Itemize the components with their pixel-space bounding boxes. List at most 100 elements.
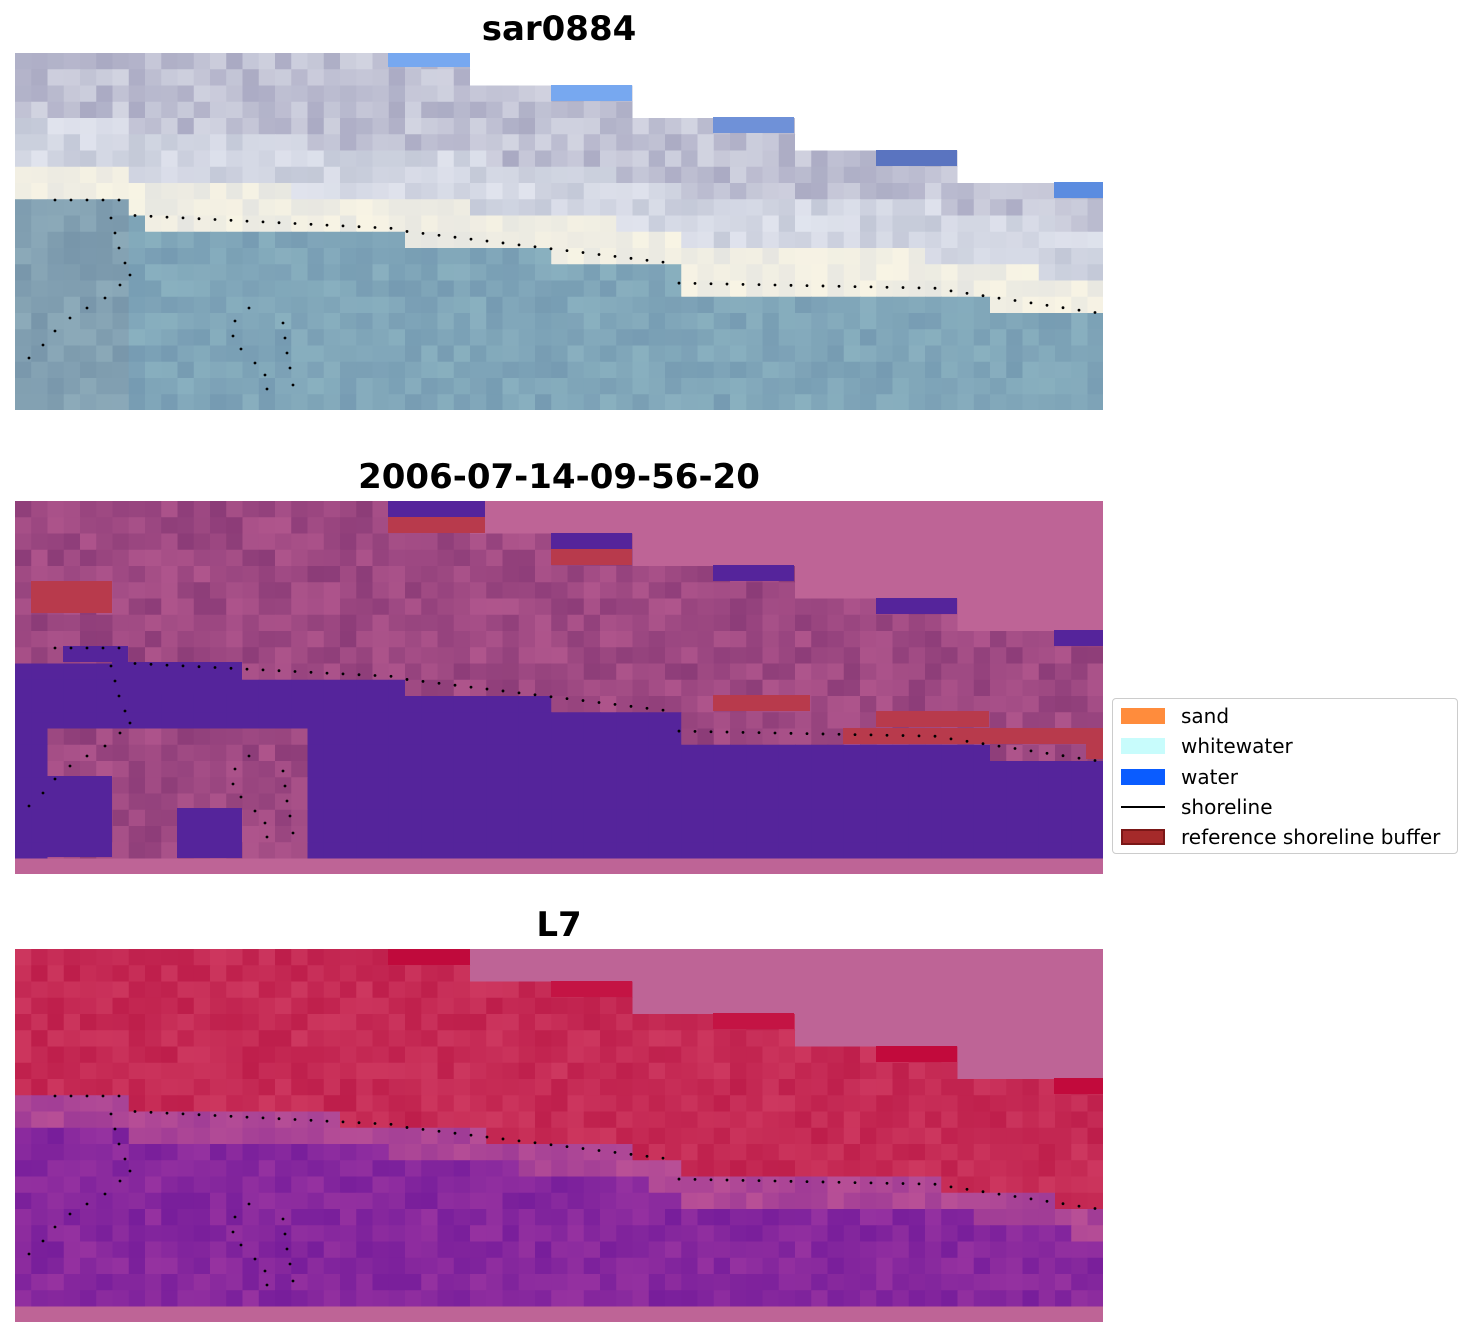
shoreline-dot — [373, 226, 377, 229]
shoreline-dot — [421, 1127, 425, 1131]
shoreline-dot — [133, 214, 137, 217]
shoreline-dot — [869, 285, 873, 289]
shoreline-dot — [885, 1181, 889, 1185]
shoreline-dot — [325, 671, 329, 675]
shoreline-dot — [933, 734, 937, 738]
shoreline-dot — [917, 734, 921, 738]
shoreline-dot — [917, 1182, 921, 1186]
index-patch — [713, 1013, 794, 1029]
shoreline-dot — [291, 1279, 295, 1283]
shoreline-dot — [68, 1212, 72, 1216]
shoreline-dot — [581, 251, 585, 254]
shoreline-dot — [283, 1232, 287, 1236]
raster-cells — [15, 53, 1103, 410]
shoreline-dot — [53, 1225, 57, 1229]
shoreline-dot — [1029, 301, 1033, 305]
shoreline-dot — [149, 1110, 153, 1114]
shoreline-dot — [517, 1139, 521, 1143]
shoreline-dot — [805, 284, 809, 288]
shoreline-dot — [901, 1182, 905, 1185]
legend-item-sand: sand — [1121, 704, 1229, 728]
panel-title: sar0884 — [481, 9, 637, 49]
shoreline-dot — [517, 691, 521, 695]
shoreline-dot — [613, 1151, 617, 1154]
shoreline-dot — [123, 1157, 127, 1161]
shoreline-dot — [293, 1118, 297, 1121]
shoreline-dot — [265, 387, 269, 391]
shoreline-dot — [291, 383, 295, 387]
shoreline-dot — [113, 1127, 117, 1131]
shoreline-dot — [283, 784, 287, 788]
shoreline-dot — [677, 1177, 681, 1181]
shoreline-dot — [981, 1190, 985, 1194]
shoreline-dot — [533, 245, 537, 249]
water-patch — [713, 117, 794, 133]
shoreline-dot — [1077, 1204, 1081, 1208]
shoreline-dot — [789, 731, 793, 735]
shoreline-dot — [117, 1142, 121, 1146]
shoreline-dot — [1093, 311, 1097, 314]
shoreline-dot — [837, 284, 841, 288]
shoreline-dot — [123, 261, 127, 265]
legend-label: water — [1181, 765, 1238, 789]
shoreline-dot — [741, 282, 745, 286]
shoreline-dot — [725, 282, 729, 286]
buffer-patch — [713, 695, 810, 711]
shoreline-dot — [41, 791, 45, 795]
shoreline-dot — [165, 663, 169, 667]
shoreline-dot — [1013, 299, 1017, 302]
shoreline-dot — [1045, 1199, 1049, 1203]
raster-cells — [15, 949, 1103, 1322]
shoreline-dot — [869, 1181, 873, 1185]
shoreline-dot — [309, 670, 313, 674]
shoreline-dot — [149, 662, 153, 666]
shoreline-dot — [117, 1094, 121, 1098]
shoreline-dot — [213, 218, 217, 221]
shoreline-dot — [103, 296, 107, 300]
shoreline-dot — [1093, 1207, 1097, 1210]
shoreline-dot — [421, 679, 425, 683]
classified-image — [15, 501, 1103, 874]
shoreline-dot — [661, 260, 665, 264]
shoreline-dot — [1045, 751, 1049, 755]
shoreline-dot — [853, 285, 857, 288]
shoreline-dot — [128, 1169, 132, 1173]
shoreline-dot — [68, 316, 72, 320]
shoreline-dot — [265, 835, 269, 839]
index-patch — [388, 949, 470, 965]
shoreline-dot — [233, 767, 237, 771]
water-patch — [713, 565, 794, 581]
shoreline-dot — [118, 731, 122, 735]
shoreline-dot — [741, 730, 745, 734]
legend-label: whitewater — [1181, 734, 1293, 758]
shoreline-dot — [933, 286, 937, 290]
shoreline-dot — [231, 334, 235, 338]
shoreline-dot — [469, 237, 473, 241]
shoreline-dot — [293, 222, 297, 225]
shoreline-dot — [821, 1180, 825, 1184]
shoreline-dot — [27, 1252, 31, 1256]
shoreline-dot — [645, 706, 649, 710]
shoreline-dot — [389, 226, 393, 230]
shoreline-dot — [85, 198, 89, 202]
shoreline-dot — [229, 1114, 233, 1118]
shoreline-dot — [281, 321, 285, 325]
shoreline-dot — [773, 1179, 777, 1183]
shoreline-dot — [405, 230, 409, 233]
shoreline-dot — [1013, 1195, 1017, 1198]
shoreline-dot — [281, 769, 285, 773]
shoreline-dot — [263, 1269, 267, 1273]
shoreline-dot — [245, 1115, 249, 1119]
shoreline-dot — [949, 1185, 953, 1189]
buffer-patch — [551, 549, 632, 565]
shoreline-dot — [239, 1243, 243, 1247]
shoreline-dot — [117, 646, 121, 650]
shoreline-dot — [261, 220, 265, 224]
shoreline-dot — [213, 666, 217, 669]
shoreline-dot — [118, 283, 122, 287]
shoreline-dot — [103, 1192, 107, 1196]
shoreline-dot — [229, 666, 233, 670]
shoreline-dot — [629, 1152, 633, 1156]
water-patch — [63, 646, 128, 662]
index-patch — [551, 981, 632, 997]
